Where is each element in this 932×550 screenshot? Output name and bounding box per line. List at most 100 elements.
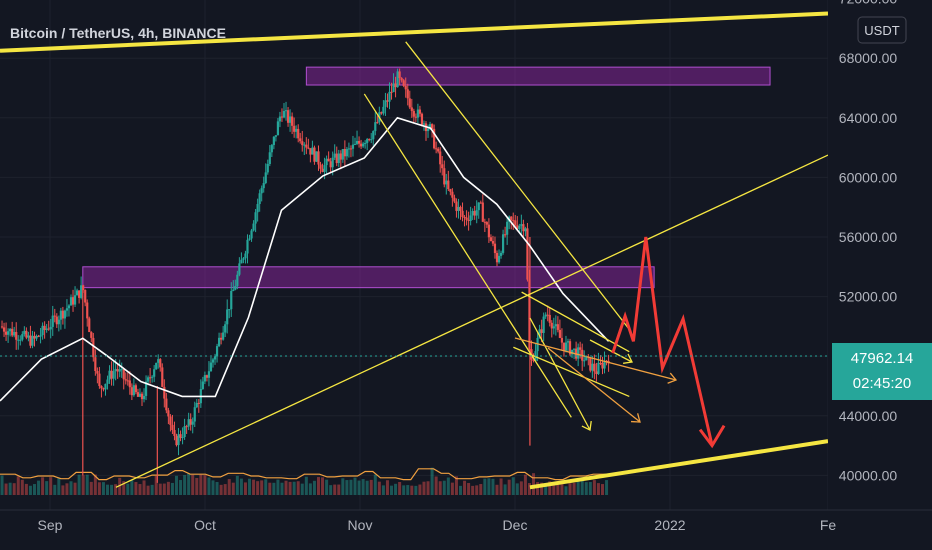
volume-bar	[183, 475, 187, 495]
candle-body	[404, 85, 407, 90]
candle-body	[349, 148, 353, 150]
volume-bar	[130, 480, 134, 495]
candle-body	[315, 151, 318, 162]
candle-body	[124, 379, 127, 381]
currency-badge-box[interactable]	[857, 16, 907, 44]
candle-body	[244, 253, 247, 259]
countdown-timer: 02:45:20	[853, 375, 911, 392]
candle-body	[368, 139, 371, 141]
candle-body	[568, 341, 572, 355]
candle-body	[428, 124, 432, 129]
candle-body	[104, 383, 107, 390]
volume-bar	[37, 480, 41, 495]
candle-body	[544, 314, 547, 317]
candle-body	[392, 83, 395, 93]
volume-bar	[402, 485, 406, 495]
arrow-right-orange	[514, 337, 677, 381]
volume-bar	[515, 483, 519, 495]
candle-body	[497, 255, 501, 263]
volume-bar	[357, 480, 361, 495]
candle-body	[301, 141, 304, 146]
candle-body	[331, 157, 334, 168]
volume-bar	[73, 482, 77, 495]
volume-bar	[53, 484, 57, 495]
candle-body	[55, 316, 58, 325]
volume-bar	[544, 484, 548, 495]
candle-body	[102, 388, 105, 390]
volume-bar	[588, 482, 592, 495]
candle-body	[71, 297, 75, 305]
candle-body	[566, 341, 570, 343]
candle-body	[585, 356, 588, 361]
candle-body	[489, 237, 493, 242]
candle-body	[226, 309, 229, 325]
candle-body	[382, 106, 385, 114]
thick-trendlines	[0, 11, 829, 490]
volume-bar	[122, 481, 126, 495]
candle-body	[487, 224, 490, 238]
candle-body	[238, 263, 241, 275]
y-axis-background	[828, 0, 932, 510]
volume-bar	[138, 484, 142, 495]
volume-bar	[260, 480, 264, 495]
candle-body	[524, 228, 527, 232]
candle-body	[220, 337, 223, 340]
volume-bar	[442, 480, 446, 495]
volume-bar	[93, 474, 97, 495]
volume-bar	[373, 474, 377, 495]
currency-badge[interactable]: USDT	[857, 16, 907, 44]
volume-bar	[203, 475, 207, 495]
candle-body	[11, 328, 14, 336]
y-tick-label: 56000.00	[839, 229, 898, 245]
volume-bar	[41, 477, 45, 495]
volume-bar	[69, 481, 73, 495]
candle-body	[473, 211, 476, 216]
candle-body	[35, 335, 38, 339]
candle-body	[116, 369, 119, 372]
volume-bar	[97, 482, 101, 495]
candle-body	[303, 144, 306, 146]
candle-body	[136, 392, 140, 397]
x-tick-label: Dec	[503, 517, 528, 533]
candle-body	[518, 225, 521, 229]
candle-body	[173, 430, 176, 436]
volume-bar	[239, 478, 243, 495]
volume-bar	[487, 478, 491, 495]
candle-body	[144, 381, 148, 396]
candle-body	[69, 297, 73, 306]
candle-body	[463, 216, 466, 218]
candle-body	[193, 407, 196, 422]
candle-body	[49, 326, 52, 330]
volume-bar	[503, 484, 507, 495]
candle-body	[13, 331, 16, 336]
candle-body	[134, 385, 138, 393]
candle-body	[201, 381, 204, 389]
candle-body	[491, 241, 495, 244]
candle-body	[205, 375, 209, 378]
candle-body	[53, 315, 56, 317]
volume-bar	[536, 482, 540, 495]
candle-body	[175, 435, 178, 446]
candle-body	[394, 83, 397, 88]
volume-bar	[227, 479, 231, 495]
volume-bar	[349, 479, 353, 495]
candle-body	[475, 210, 478, 216]
candle-body	[183, 426, 186, 438]
candle-body	[412, 110, 415, 117]
volume-bar	[45, 481, 49, 495]
volume-bar	[85, 474, 89, 495]
candle-body	[185, 426, 188, 428]
candle-body	[293, 125, 296, 132]
candle-body	[335, 153, 338, 164]
candle-body	[67, 305, 71, 309]
candle-body	[274, 135, 277, 137]
volume-bar	[77, 474, 81, 495]
candle-body	[558, 329, 561, 338]
candle-body	[426, 128, 430, 132]
volume-bar	[24, 483, 28, 495]
candle-body	[501, 234, 505, 253]
candle-body	[264, 172, 267, 184]
candle-body	[203, 375, 206, 382]
candle-body	[276, 121, 280, 136]
